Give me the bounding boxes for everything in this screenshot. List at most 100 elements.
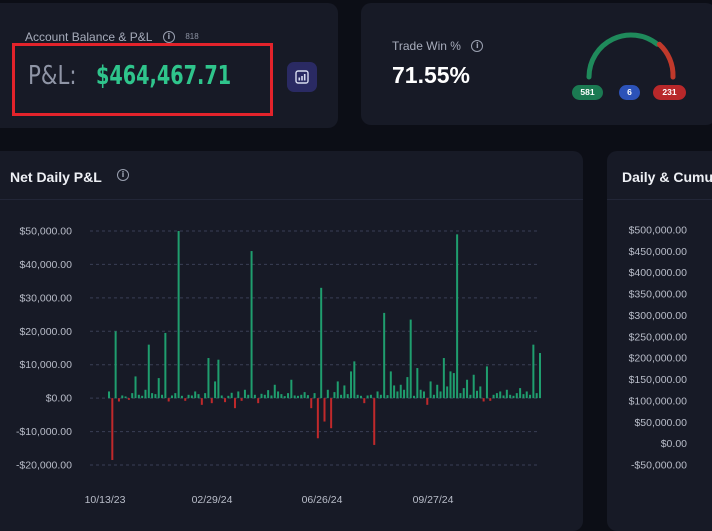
gauge-loss-arc — [656, 41, 676, 80]
pnl-bar — [260, 393, 263, 399]
net-daily-pnl-chart: $50,000.00 $40,000.00 $30,000.00 $20,000.00… — [16, 226, 541, 506]
pnl-bar — [177, 231, 180, 399]
pnl-bar — [456, 234, 459, 399]
daily-pnl-title: Net Daily P&L — [10, 169, 102, 185]
pnl-bar — [320, 287, 323, 399]
pnl-bar — [306, 395, 309, 399]
y-tick-label: $500,000.00 — [629, 225, 688, 237]
pnl-bar — [512, 395, 515, 399]
report-button[interactable] — [287, 62, 317, 92]
y-tick-label: $0.00 — [661, 438, 687, 450]
pnl-bar — [253, 394, 256, 399]
y-tick-label: $50,000.00 — [19, 226, 72, 238]
pnl-bar — [406, 377, 409, 399]
win-gauge — [586, 32, 676, 80]
pnl-bar — [283, 396, 286, 399]
pnl-bar — [396, 391, 399, 399]
y-tick-label: $450,000.00 — [629, 246, 688, 258]
pnl-bar — [509, 394, 512, 399]
account-balance-card: Account Balance & P&L i 818 P&L: $464,46… — [0, 3, 338, 128]
pnl-bar — [449, 371, 452, 399]
pnl-bar — [121, 395, 124, 399]
pnl-bar — [442, 358, 445, 399]
info-icon[interactable]: i — [117, 169, 129, 181]
win-percent-value: 71.55% — [392, 62, 471, 88]
pnl-bar — [502, 395, 505, 399]
report-chart-icon — [295, 70, 309, 84]
cumulative-chart: $500,000.00 $450,000.00 $400,000.00 $350,00… — [629, 225, 688, 472]
pnl-bar — [117, 398, 120, 402]
pnl-bar — [134, 376, 137, 399]
card-divider — [0, 199, 583, 200]
pnl-bar — [330, 398, 333, 429]
pnl-bar — [393, 385, 396, 399]
info-icon[interactable]: i — [162, 30, 175, 43]
pnl-bar — [350, 371, 353, 399]
breakeven-count-badge: 6 — [619, 85, 640, 100]
pnl-bar — [170, 395, 173, 399]
pnl-bar — [224, 398, 227, 403]
pnl-bar — [353, 361, 356, 399]
pnl-bar — [492, 394, 495, 399]
pnl-bar — [154, 394, 157, 399]
pnl-bar — [144, 389, 147, 399]
pnl-bar — [267, 390, 270, 399]
pnl-bar — [439, 391, 442, 399]
pnl-bar — [190, 395, 193, 399]
pnl-bar — [495, 393, 498, 399]
info-icon[interactable]: i — [471, 39, 484, 52]
pnl-bar — [482, 398, 485, 402]
pnl-bar — [326, 389, 329, 399]
pnl-bar — [532, 344, 535, 399]
pnl-label: P&L: — [28, 61, 77, 91]
pnl-bar — [257, 398, 260, 404]
pnl-bar — [336, 381, 339, 399]
pnl-bar — [137, 394, 140, 399]
pnl-bar — [293, 395, 296, 399]
pnl-bar — [147, 344, 150, 399]
pnl-bar — [419, 389, 422, 399]
pnl-bar — [436, 384, 439, 399]
pnl-bar — [204, 393, 207, 399]
pnl-bar — [174, 393, 177, 399]
pnl-bar — [519, 388, 522, 399]
pnl-bar — [416, 368, 419, 399]
pnl-bar — [114, 331, 117, 399]
pnl-bar — [363, 398, 366, 404]
pnl-bar — [124, 396, 127, 399]
pnl-bar — [505, 389, 508, 399]
card-divider — [607, 199, 712, 200]
pnl-bar — [151, 393, 154, 399]
net-daily-pnl-card: Net Daily P&L i $50,000.00 $40,000.00 $30,… — [0, 151, 583, 531]
pnl-bar — [386, 395, 389, 399]
pnl-bar — [476, 390, 479, 399]
pnl-bar — [233, 398, 236, 409]
pnl-bar — [446, 386, 449, 399]
pnl-bar — [280, 394, 283, 399]
gauge-win-arc — [586, 32, 660, 80]
pnl-bar — [300, 394, 303, 399]
pnl-bar — [263, 394, 266, 399]
pnl-bar — [413, 395, 416, 399]
pnl-bar — [429, 381, 432, 399]
pnl-bar — [369, 394, 372, 399]
pnl-bar — [277, 391, 280, 399]
pnl-bar — [379, 394, 382, 399]
pnl-bar — [539, 353, 541, 399]
y-tick-label: $50,000.00 — [634, 417, 687, 429]
y-tick-label: $300,000.00 — [629, 310, 688, 322]
pnl-bar — [217, 359, 220, 399]
x-tick-label: 02/29/24 — [192, 494, 233, 506]
pnl-bar — [194, 391, 197, 399]
pnl-bar — [535, 393, 538, 399]
pnl-bar — [432, 394, 435, 399]
win-title: Trade Win % — [392, 39, 461, 53]
trade-win-card: Trade Win % i 71.55% 581 6 231 — [361, 3, 712, 125]
pnl-bar — [180, 395, 183, 399]
pnl-bar — [184, 398, 187, 401]
pnl-bar — [409, 319, 412, 399]
y-tick-label: $350,000.00 — [629, 289, 688, 301]
pnl-bar — [227, 395, 230, 399]
y-tick-label: $250,000.00 — [629, 331, 688, 343]
pnl-bar — [376, 391, 379, 399]
